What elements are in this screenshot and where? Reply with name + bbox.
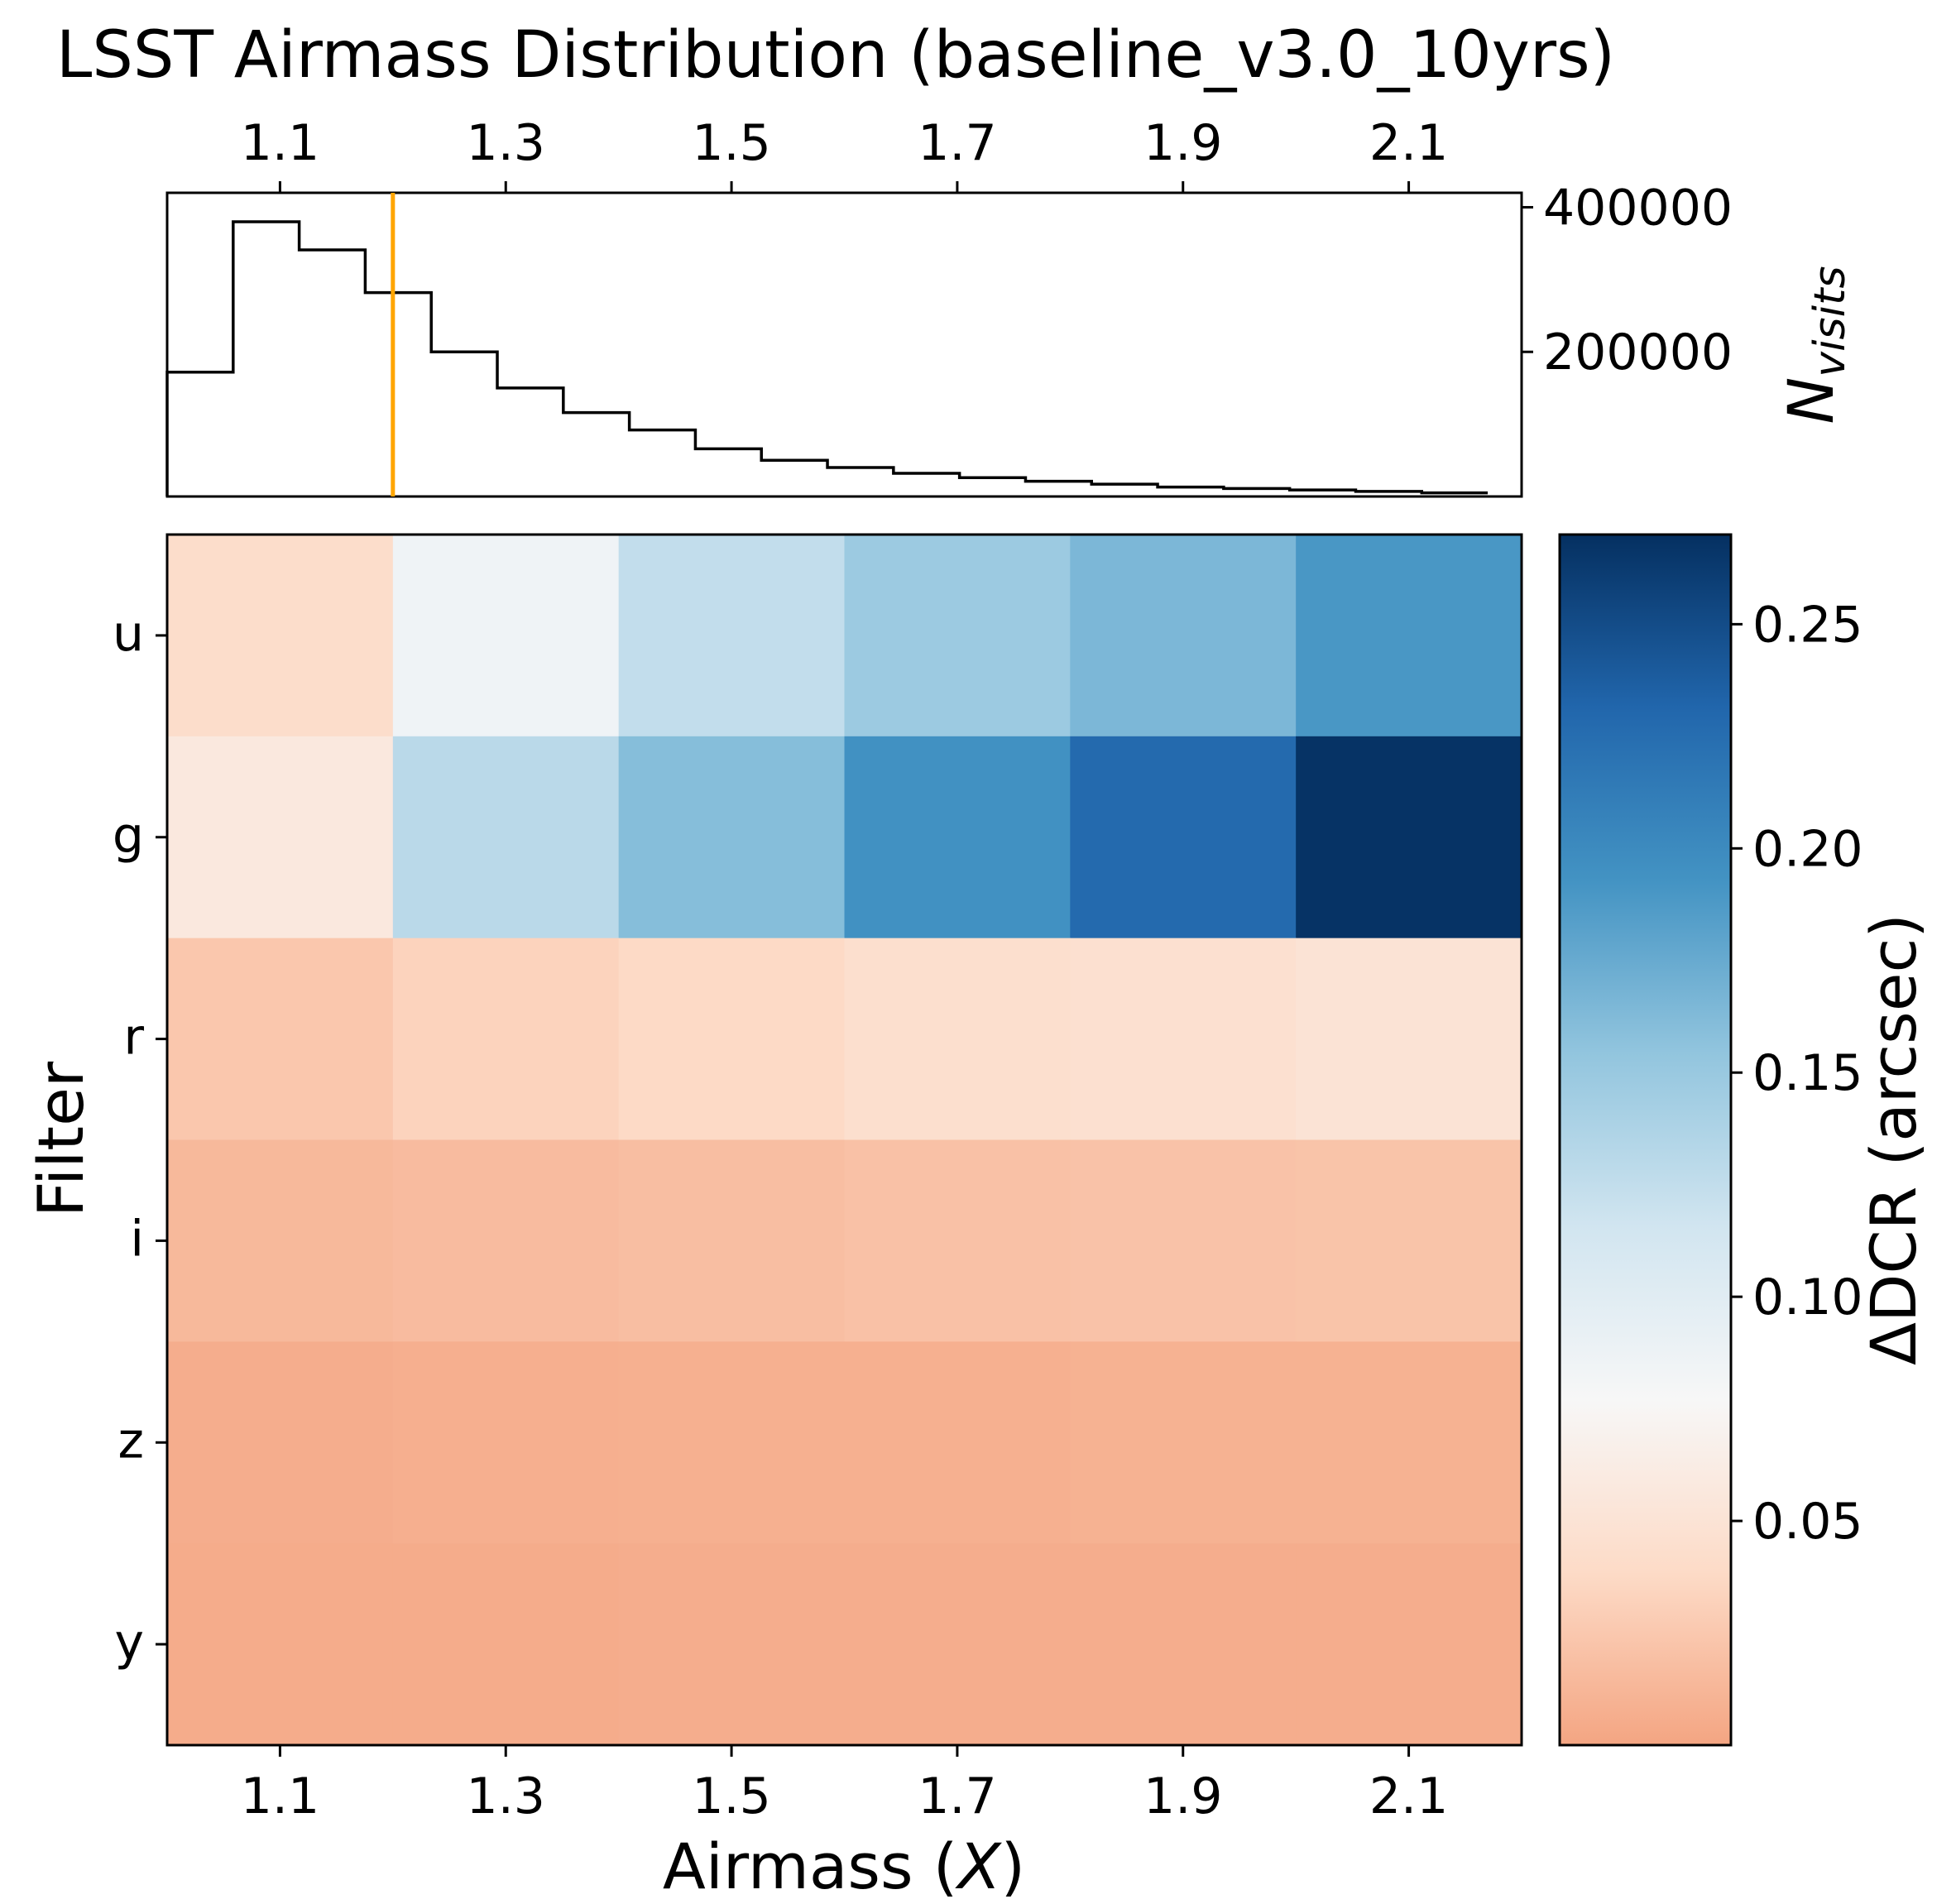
colorbar-tick-label: 0.25 — [1752, 596, 1863, 654]
heatmap-panel: 1.1 1.3 1.5 1.7 1.9 2.1 u g r i z y Airmass (X) Fi… — [24, 533, 1523, 1903]
histogram-panel: 1.1 1.3 1.5 1.7 1.9 2.1 200000 400000 Nvisits — [165, 114, 1855, 498]
heatmap-cell — [1296, 535, 1522, 737]
histogram-x-tick-label: 1.9 — [1143, 114, 1222, 172]
heatmap-cell — [618, 736, 845, 939]
heatmap-cell — [167, 535, 394, 737]
heatmap-cell — [392, 736, 620, 939]
histogram-bin — [167, 372, 233, 496]
colorbar-gradient — [1560, 535, 1731, 1745]
heatmap-x-label: Airmass (X) — [663, 1830, 1025, 1903]
histogram-frame — [165, 191, 1523, 498]
histogram-x-tick-label: 1.7 — [918, 114, 996, 172]
histogram-bin — [827, 468, 894, 496]
heatmap-frame — [165, 533, 1523, 1747]
histogram-bin — [894, 473, 960, 496]
heatmap-cell — [618, 1543, 845, 1746]
heatmap-cell — [844, 1341, 1071, 1544]
heatmap-cells — [167, 535, 1522, 1746]
heatmap-cell — [618, 1139, 845, 1342]
heatmap-cell — [392, 938, 620, 1140]
heatmap-cell — [392, 1139, 620, 1342]
heatmap-cell — [1070, 535, 1297, 737]
heatmap-cell — [1296, 1341, 1522, 1544]
histogram-x-tick-label: 1.5 — [692, 114, 770, 172]
heatmap-cell — [1070, 736, 1297, 939]
heatmap-cell — [392, 535, 620, 737]
colorbar-label: ΔDCR (arcsec) — [1857, 914, 1930, 1365]
colorbar-frame — [1558, 533, 1733, 1747]
heatmap-x-tick-label: 1.3 — [467, 1767, 545, 1825]
heatmap-cell — [618, 535, 845, 737]
heatmap-cell — [167, 1341, 394, 1544]
heatmap-cell — [1296, 1139, 1522, 1342]
histogram-step-line — [165, 220, 1489, 496]
colorbar-tick-label: 0.10 — [1752, 1269, 1863, 1326]
heatmap-cell — [618, 938, 845, 1140]
heatmap-cell — [1070, 1139, 1297, 1342]
heatmap-x-tick-label: 1.5 — [692, 1767, 770, 1825]
filter-tick-label: r — [123, 1009, 144, 1067]
colorbar: 0.05 0.10 0.15 0.20 0.25 ΔDCR (arcsec) — [1558, 533, 1930, 1747]
histogram-x-tick-label: 1.3 — [467, 114, 545, 172]
heatmap-cell — [844, 938, 1071, 1140]
heatmap-cell — [1070, 938, 1297, 1140]
heatmap-cell — [844, 535, 1071, 737]
filter-tick-label: g — [113, 807, 144, 865]
heatmap-cell — [167, 1543, 394, 1746]
histogram-y-label: Nvisits — [1774, 266, 1855, 424]
heatmap-x-tick-label: 1.7 — [918, 1767, 996, 1825]
histogram-bin — [761, 460, 827, 496]
heatmap-cell — [167, 1139, 394, 1342]
heatmap-x-tick-label: 1.1 — [241, 1767, 319, 1825]
heatmap-cell — [1070, 1341, 1297, 1544]
chart-title: LSST Airmass Distribution (baseline_v3.0… — [56, 18, 1615, 93]
histogram-bin — [233, 222, 300, 496]
heatmap-cell — [1296, 736, 1522, 939]
colorbar-tick-label: 0.15 — [1752, 1044, 1863, 1102]
histogram-bin — [365, 293, 431, 496]
heatmap-x-tick-label: 2.1 — [1369, 1767, 1448, 1825]
histogram-y-tick-label: 400000 — [1543, 179, 1733, 237]
heatmap-cell — [618, 1341, 845, 1544]
heatmap-y-label: Filter — [24, 1061, 98, 1217]
histogram-bin — [431, 352, 497, 496]
heatmap-x-tick-label: 1.9 — [1143, 1767, 1222, 1825]
histogram-x-tick-label: 1.1 — [241, 114, 319, 172]
filter-tick-label: z — [118, 1412, 145, 1470]
colorbar-tick-label: 0.20 — [1752, 820, 1863, 878]
histogram-bin — [1091, 484, 1158, 496]
heatmap-cell — [844, 736, 1071, 939]
filter-tick-label: y — [114, 1614, 144, 1671]
histogram-bin — [1025, 482, 1091, 496]
histogram-bin — [695, 448, 761, 496]
heatmap-cell — [844, 1543, 1071, 1746]
histogram-y-ticks: 200000 400000 — [1522, 179, 1733, 381]
heatmap-y-ticks: u g r i z y — [113, 605, 167, 1671]
colorbar-ticks: 0.05 0.10 0.15 0.20 0.25 — [1731, 596, 1863, 1551]
histogram-bin — [300, 250, 366, 496]
filter-tick-label: i — [130, 1210, 144, 1268]
histogram-bin — [563, 413, 630, 496]
histogram-bin — [960, 477, 1026, 496]
filter-tick-label: u — [113, 605, 144, 663]
histogram-bin — [630, 430, 696, 496]
heatmap-cell — [167, 736, 394, 939]
histogram-x-tick-label: 2.1 — [1369, 114, 1448, 172]
heatmap-cell — [392, 1543, 620, 1746]
heatmap-cell — [1296, 938, 1522, 1140]
heatmap-cell — [1070, 1543, 1297, 1746]
histogram-bin — [497, 388, 563, 496]
heatmap-cell — [1296, 1543, 1522, 1746]
histogram-x-ticks: 1.1 1.3 1.5 1.7 1.9 2.1 — [241, 114, 1448, 193]
heatmap-cell — [844, 1139, 1071, 1342]
histogram-y-tick-label: 200000 — [1543, 324, 1733, 381]
heatmap-x-ticks: 1.1 1.3 1.5 1.7 1.9 2.1 — [241, 1745, 1448, 1825]
colorbar-tick-label: 0.05 — [1752, 1493, 1863, 1551]
heatmap-cell — [392, 1341, 620, 1544]
heatmap-cell — [167, 938, 394, 1140]
